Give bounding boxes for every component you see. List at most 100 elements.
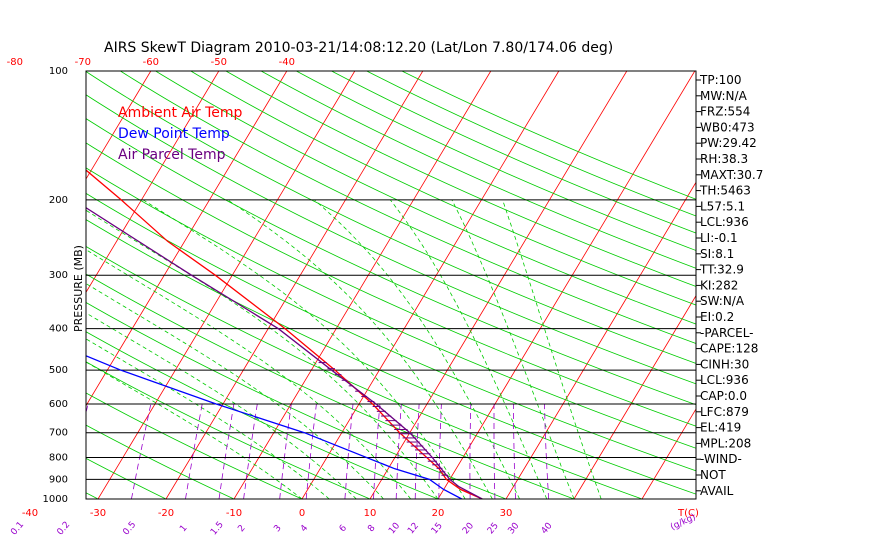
bottom-temp-tick-label: -40	[22, 508, 38, 519]
dry-adiabat	[86, 361, 371, 499]
mixing-ratio-tick-label: 3	[272, 523, 283, 534]
moist-adiabat	[86, 249, 412, 499]
dry-adiabat	[86, 71, 696, 364]
isotherm	[301, 71, 560, 499]
isotherm	[165, 71, 424, 499]
index-label: CINH:30	[700, 357, 749, 371]
dry-adiabat	[296, 71, 696, 251]
mixing-ratio-line	[414, 403, 420, 499]
dry-adiabat	[401, 71, 696, 200]
mixing-ratio-tick-label: 6	[338, 523, 350, 534]
dry-adiabat	[86, 424, 235, 499]
dry-adiabat	[366, 71, 696, 217]
isotherm	[573, 294, 696, 499]
dry-adiabat	[260, 71, 696, 269]
index-label: FRZ:554	[700, 105, 750, 119]
isotherm	[641, 408, 696, 499]
legend-item: Dew Point Temp	[118, 126, 230, 142]
mixing-ratio-tick-label: 0.1	[9, 520, 26, 537]
index-label: LCL:936	[700, 215, 749, 229]
isotherm	[86, 71, 288, 407]
mixing-ratio-tick-label: 0.2	[55, 520, 72, 537]
pressure-tick-label: 600	[49, 399, 68, 410]
mixing-ratio-tick-label: 4	[299, 523, 311, 534]
dry-adiabat	[86, 167, 696, 449]
bottom-temp-tick-label: 10	[364, 508, 377, 519]
mixing-ratio-tick-label: 2	[236, 523, 247, 534]
dry-adiabat	[86, 142, 696, 427]
mixing-ratio-tick-label: 30	[507, 521, 522, 536]
isotherm	[437, 71, 696, 499]
dry-adiabat	[86, 245, 643, 499]
index-label: LCL:936	[700, 373, 749, 387]
dry-adiabat	[86, 331, 439, 499]
pressure-tick-label: 200	[49, 195, 68, 206]
dry-adiabat	[225, 71, 696, 287]
top-temperature-axis: -120-110-100-90-80-70-60-50-40	[7, 57, 295, 68]
index-label: L57:5.1	[700, 199, 745, 213]
pressure-tick-label: 300	[49, 270, 68, 281]
index-label: SW:N/A	[700, 294, 745, 308]
bottom-temp-tick-label: 30	[500, 508, 513, 519]
legend-item: Ambient Air Temp	[118, 105, 243, 121]
dry-adiabat	[190, 71, 696, 306]
mixing-ratio-line	[131, 403, 152, 499]
mixing-ratio-tick-label: 8	[366, 523, 378, 534]
moist-adiabat	[86, 312, 357, 499]
mixing-ratio-tick-label: 25	[486, 521, 501, 536]
index-label: PW:29.42	[700, 136, 757, 150]
legend-item: Air Parcel Temp	[118, 147, 226, 163]
bottom-temp-tick-label: -10	[226, 508, 242, 519]
series-line	[86, 207, 483, 499]
moist-adiabat	[86, 283, 384, 499]
isotherm	[0, 71, 15, 499]
mixing-ratio-tick-label: 20	[461, 521, 476, 536]
dry-adiabat	[86, 302, 507, 499]
mixing-ratio-tick-label: 40	[540, 521, 555, 536]
pressure-tick-label: 100	[49, 66, 68, 77]
isotherm	[0, 71, 83, 499]
isotherm	[233, 71, 492, 499]
bottom-temp-tick-label: -20	[158, 508, 174, 519]
mixing-ratio-line	[243, 403, 258, 499]
bottom-temp-tick-label: -30	[90, 508, 106, 519]
pressure-tick-label: 700	[49, 428, 68, 439]
index-label: MPL:208	[700, 436, 751, 450]
moist-adiabat	[227, 199, 493, 499]
index-label: CAPE:128	[700, 342, 758, 356]
bottom-temp-tick-label: 20	[432, 508, 445, 519]
index-label: RH:38.3	[700, 152, 748, 166]
pressure-axis: 100 200 300 400 500 600 700 800 900 1000	[43, 66, 68, 505]
mixing-ratio-line	[305, 403, 317, 499]
top-temp-tick-label: -50	[211, 57, 227, 68]
chart-title: AIRS SkewT Diagram 2010-03-21/14:08:12.2…	[104, 40, 613, 56]
dry-adiabat	[86, 219, 696, 495]
mixing-ratio-line	[86, 403, 89, 415]
pressure-tick-label: 800	[49, 453, 68, 464]
mixing-ratio-line	[438, 403, 442, 499]
index-label: MW:N/A	[700, 89, 748, 103]
series-line	[86, 169, 483, 499]
mixing-ratio-tick-label: 0.5	[121, 520, 138, 537]
index-label: CAP:0.0	[700, 389, 747, 403]
isotherm	[505, 181, 696, 499]
isotherm	[86, 71, 152, 180]
index-label: EI:0.2	[700, 310, 734, 324]
dry-adiabat	[120, 71, 696, 344]
top-temp-tick-label: -40	[279, 57, 295, 68]
index-label: -WIND-	[700, 452, 742, 466]
mixing-ratio-tick-label: 10	[387, 521, 402, 536]
index-label: TP:100	[699, 73, 742, 87]
mixing-ratio-tick-label: 1	[178, 523, 189, 534]
index-label: -PARCEL-	[700, 326, 754, 340]
index-label: MAXT:30.7	[700, 168, 763, 182]
series-line	[86, 355, 463, 499]
legend: Ambient Air Temp Dew Point Temp Air Parcel…	[118, 105, 243, 163]
index-label: TH:5463	[699, 184, 751, 198]
mixing-ratio-line	[19, 404, 44, 499]
pressure-tick-label: 900	[49, 474, 68, 485]
dry-adiabat	[86, 392, 303, 499]
isotherm	[97, 71, 356, 499]
